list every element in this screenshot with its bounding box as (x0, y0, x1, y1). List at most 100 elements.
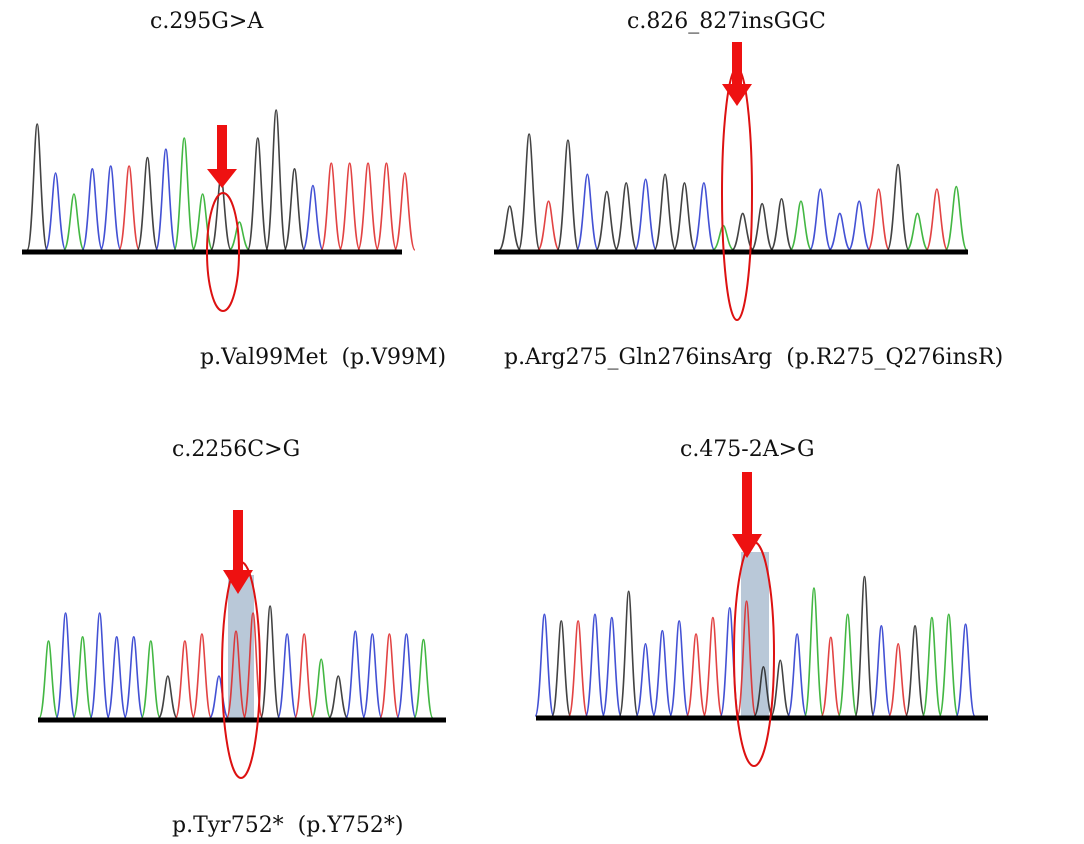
trace-peak (517, 133, 541, 251)
trace-peak (808, 188, 832, 251)
trace-peak (44, 172, 67, 251)
trace-peak (320, 162, 343, 251)
trace-peak (174, 640, 196, 719)
trace-peak (770, 659, 791, 717)
trace-peak (413, 638, 434, 719)
trace-peak (789, 200, 813, 251)
trace-peak (955, 623, 976, 717)
chromatogram-b (498, 133, 968, 251)
trace-peak (99, 165, 122, 251)
trace-peak (534, 613, 555, 717)
trace-peak (537, 200, 561, 251)
trace-peak (938, 613, 959, 717)
trace-peak (692, 182, 716, 251)
chromatogram-a (26, 109, 416, 251)
protein-label-c: p.Tyr752* (p.Y752*) (172, 813, 403, 838)
trace-peak (584, 613, 606, 717)
trace-peak (820, 636, 841, 717)
mutation-arrow-d (732, 472, 762, 558)
trace-peak (379, 633, 400, 719)
trace-peak (669, 620, 690, 717)
trace-peak (770, 197, 794, 251)
trace-peak (595, 190, 619, 251)
trace-peak (123, 635, 144, 719)
mutation-arrow-b (722, 42, 752, 106)
trace-peak (154, 148, 177, 251)
trace-peak (140, 640, 161, 719)
trace-peak (854, 575, 875, 717)
trace-peak (556, 139, 580, 251)
variant-label-a: c.295G>A (150, 9, 264, 34)
trace-peak (867, 188, 891, 251)
panel-b: c.826_827insGGC p.Arg275_Gln276insArg (p… (494, 9, 1003, 370)
trace-peak (265, 109, 288, 251)
trace-peak (191, 193, 214, 251)
trace-peak (89, 612, 110, 719)
trace-peak (847, 200, 871, 251)
trace-peak (904, 624, 926, 717)
trace-peak (375, 162, 398, 251)
trace-peak (498, 205, 522, 251)
trace-peak (837, 613, 858, 717)
trace-peak (618, 590, 639, 717)
trace-peak (750, 202, 774, 251)
trace-peak (736, 600, 757, 717)
trace-peak (614, 182, 638, 251)
trace-peak (393, 172, 416, 251)
trace-peak (157, 675, 178, 719)
trace-peak (396, 633, 417, 719)
trace-peak (357, 162, 379, 251)
trace-peak (225, 630, 247, 719)
variant-label-c: c.2256C>G (172, 437, 300, 462)
trace-peak (731, 212, 755, 251)
trace-peak (328, 675, 349, 719)
trace-peak (753, 665, 774, 717)
trace-peak (568, 620, 589, 717)
highlight-band-d (741, 552, 769, 718)
trace-peak (136, 156, 159, 251)
trace-peak (803, 587, 825, 717)
trace-peak (173, 137, 196, 251)
mutation-arrow-a (207, 125, 237, 188)
trace-peak (944, 185, 968, 251)
mutation-arrow-c (223, 510, 253, 594)
trace-peak (925, 188, 949, 251)
trace-peak (63, 193, 85, 251)
trace-peak (302, 184, 324, 251)
trace-peak (191, 633, 213, 719)
variant-label-b: c.826_827insGGC (627, 9, 826, 34)
trace-peak (283, 167, 306, 251)
trace-peak (294, 633, 315, 719)
trace-peak (338, 162, 361, 251)
trace-peak (208, 675, 230, 719)
trace-peak (702, 616, 723, 717)
trace-peak (635, 643, 656, 717)
trace-peak (886, 163, 910, 251)
trace-peak (551, 620, 572, 717)
trace-peak (311, 658, 332, 719)
trace-peak (81, 167, 104, 251)
trace-peak (362, 633, 383, 719)
variant-label-d: c.475-2A>G (680, 437, 815, 462)
trace-peak (246, 137, 269, 251)
protein-label-b: p.Arg275_Gln276insArg (p.R275_Q276insR) (504, 345, 1003, 370)
trace-peak (345, 630, 366, 719)
panel-c: c.2256C>G p.Tyr752* (p.Y752*) (38, 437, 446, 838)
trace-peak (652, 629, 673, 717)
trace-peak (905, 212, 929, 251)
trace-peak (828, 212, 852, 251)
trace-peak (118, 165, 140, 251)
trace-peak (685, 633, 707, 717)
panel-d: c.475-2A>G (534, 437, 988, 767)
trace-peak (276, 633, 298, 719)
trace-peak (601, 616, 622, 717)
trace-peak (672, 182, 696, 251)
trace-peak (888, 643, 909, 717)
trace-peak (106, 635, 127, 719)
trace-peak (871, 624, 892, 717)
trace-peak (210, 176, 232, 251)
trace-peak (921, 616, 942, 717)
mutation-circle-a (206, 192, 240, 312)
trace-peak (259, 605, 281, 719)
trace-peak (787, 633, 808, 717)
